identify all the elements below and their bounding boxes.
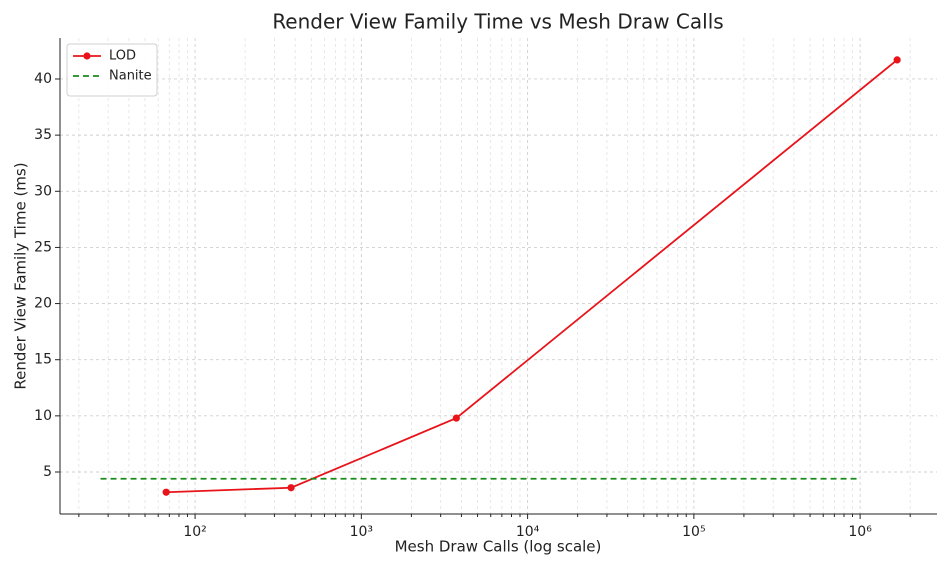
x-tick-label: 10² — [183, 524, 206, 540]
x-tick-label: 10³ — [350, 524, 373, 540]
y-tick-label: 30 — [34, 183, 52, 199]
series-line — [166, 59, 898, 494]
y-tick-label: 20 — [34, 296, 52, 312]
legend-marker — [83, 52, 91, 60]
y-tick-label: 25 — [34, 239, 52, 255]
y-tick-label: 15 — [34, 352, 52, 368]
y-tick-label: 5 — [43, 464, 52, 480]
x-axis-label: Mesh Draw Calls (log scale) — [395, 538, 602, 556]
data-point — [162, 488, 170, 496]
x-tick-label: 10⁶ — [848, 524, 872, 540]
x-tick-label: 10⁵ — [682, 524, 705, 540]
y-tick-label: 40 — [34, 71, 52, 87]
x-tick-label: 10⁴ — [516, 524, 540, 540]
y-tick-label: 10 — [34, 408, 52, 424]
data-point — [452, 414, 460, 422]
y-tick-label: 35 — [34, 127, 52, 143]
chart-title: Render View Family Time vs Mesh Draw Cal… — [272, 10, 723, 34]
y-axis-label: Render View Family Time (ms) — [12, 162, 30, 389]
data-point — [287, 484, 295, 492]
data-point — [893, 56, 901, 64]
legend-label: Nanite — [109, 69, 152, 84]
legend-label: LOD — [109, 49, 136, 64]
